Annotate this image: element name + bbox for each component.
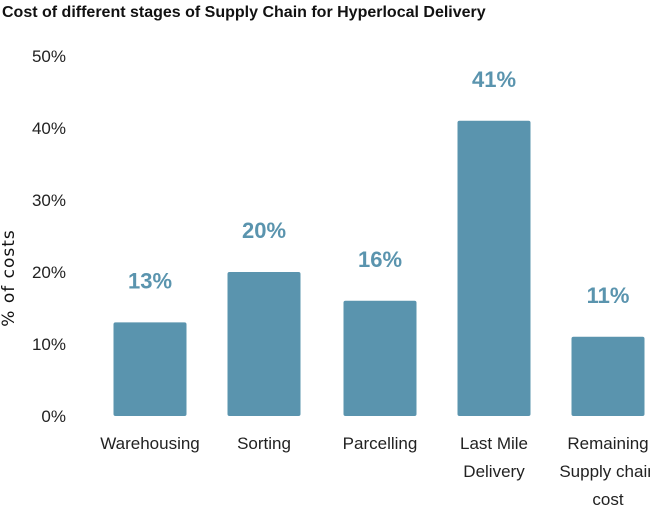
category-label: Last Mile Delivery bbox=[460, 434, 528, 481]
data-label: 13% bbox=[128, 268, 172, 293]
bars bbox=[113, 120, 645, 417]
data-label: 16% bbox=[358, 247, 402, 272]
category-label: Warehousing bbox=[100, 434, 200, 453]
y-tick-label: 50% bbox=[32, 47, 66, 66]
y-axis-label: % of costs bbox=[0, 229, 19, 326]
chart-title: Cost of different stages of Supply Chain… bbox=[2, 4, 486, 21]
y-tick-label: 30% bbox=[32, 191, 66, 210]
data-label: 41% bbox=[472, 67, 516, 92]
category-label: Remaining Supply chain cost bbox=[559, 434, 650, 507]
category-labels: Warehousing Sorting Parcelling Last Mile Del… bbox=[100, 434, 650, 507]
bar bbox=[113, 322, 187, 416]
data-label: 20% bbox=[242, 218, 286, 243]
bar bbox=[343, 300, 417, 416]
y-axis-ticks: 0% 10% 20% 30% 40% 50% bbox=[32, 47, 66, 426]
category-label: Parcelling bbox=[343, 434, 418, 453]
bar bbox=[571, 336, 645, 416]
data-label: 11% bbox=[587, 283, 630, 308]
data-labels: 13% 20% 16% 41% 11% bbox=[128, 67, 629, 308]
y-tick-label: 10% bbox=[32, 335, 66, 354]
bar bbox=[457, 120, 531, 417]
y-tick-label: 20% bbox=[32, 263, 66, 282]
category-label: Sorting bbox=[237, 434, 291, 453]
bar bbox=[227, 272, 301, 416]
y-tick-label: 0% bbox=[41, 407, 66, 426]
y-tick-label: 40% bbox=[32, 119, 66, 138]
